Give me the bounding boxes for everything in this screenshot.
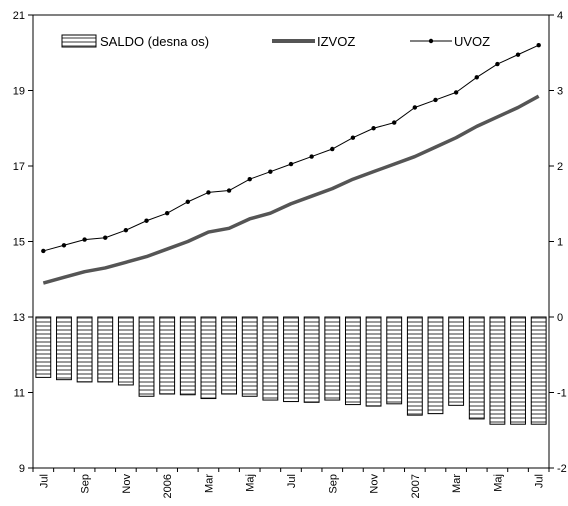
uvoz-marker	[288, 161, 294, 167]
saldo-bar	[468, 316, 485, 420]
legend-izvoz-label: IZVOZ	[317, 34, 355, 49]
x-axis: Jul Sep Nov 2006 Mar Maj Jul Sep Nov 2007 Mar Maj Ju…	[32, 468, 550, 498]
x-axis-tick-label: Jul	[534, 474, 546, 488]
saldo-bar	[221, 316, 238, 395]
uvoz-marker	[185, 199, 190, 205]
saldo-bar	[386, 316, 403, 405]
uvoz-marker	[164, 210, 170, 216]
saldo-bar	[303, 316, 320, 403]
legend: SALDO (desna os) IZVOZ UVOZ	[61, 34, 490, 49]
saldo-bar	[262, 316, 279, 401]
x-axis-tick-label: Mar	[203, 474, 215, 493]
uvoz-marker	[536, 43, 541, 48]
left-axis-tick-label: 19	[13, 86, 25, 98]
uvoz-marker	[144, 218, 149, 223]
x-axis-tick-label: 2007	[410, 474, 422, 498]
uvoz-marker	[495, 61, 500, 67]
x-axis-tick-label: Nov	[369, 474, 381, 494]
left-axis-tick-label: 15	[13, 237, 25, 249]
saldo-bar	[365, 316, 382, 407]
x-axis-tick-label: Maj	[245, 474, 257, 492]
saldo-bar	[117, 316, 134, 386]
saldo-bar	[159, 316, 176, 395]
line-series	[41, 43, 541, 285]
uvoz-marker	[371, 126, 376, 131]
left-axis-tick-label: 17	[13, 161, 25, 173]
uvoz-marker	[412, 105, 418, 110]
uvoz-marker	[206, 190, 211, 195]
left-axis-tick-label: 11	[14, 388, 25, 400]
uvoz-marker	[350, 135, 356, 140]
x-axis-tick-label: Mar	[451, 474, 463, 493]
right-axis-tick-label: 0	[557, 312, 563, 324]
uvoz-marker	[103, 235, 108, 240]
legend-saldo-swatch	[61, 34, 97, 48]
uvoz-marker	[330, 146, 335, 152]
right-axis: -2 -1 0 1 2 3 4	[549, 10, 567, 475]
x-axis-tick-label: Jul	[38, 474, 50, 488]
right-axis-tick-label: 1	[557, 237, 563, 249]
saldo-bar	[283, 316, 299, 403]
uvoz-marker	[123, 227, 129, 233]
uvoz-marker	[226, 188, 232, 193]
uvoz-marker	[474, 75, 479, 80]
saldo-bar	[179, 316, 196, 396]
uvoz-marker	[392, 120, 397, 125]
saldo-bar	[241, 316, 258, 397]
uvoz-marker	[82, 237, 87, 242]
right-axis-tick-label: -1	[557, 388, 567, 400]
x-axis-tick-label: Nov	[121, 474, 133, 494]
left-axis-tick-label: 21	[13, 10, 25, 22]
right-axis-tick-label: 4	[557, 10, 563, 22]
uvoz-marker	[41, 248, 46, 254]
saldo-bar	[324, 316, 341, 401]
right-axis-tick-label: 2	[557, 161, 563, 173]
saldo-bars	[35, 316, 547, 425]
saldo-bar	[530, 316, 547, 425]
uvoz-marker	[61, 243, 67, 248]
saldo-bar	[448, 316, 465, 406]
saldo-bar	[35, 316, 52, 378]
x-axis-tick-label: Jul	[286, 474, 298, 488]
saldo-bar	[200, 316, 217, 400]
legend-uvoz-marker	[428, 38, 434, 44]
saldo-bar	[406, 316, 423, 416]
x-axis-tick-label: Sep	[327, 474, 339, 494]
saldo-bar	[344, 316, 361, 406]
left-axis-tick-label: 9	[19, 463, 25, 475]
saldo-bar	[510, 316, 526, 425]
saldo-bar	[489, 316, 506, 425]
left-axis: 9 11 13 15 17 19 21	[13, 10, 33, 475]
uvoz-marker	[453, 90, 459, 95]
saldo-bar	[56, 316, 72, 381]
uvoz-marker	[433, 97, 438, 103]
uvoz-marker	[309, 154, 314, 159]
saldo-bar	[427, 316, 444, 415]
saldo-bar	[76, 316, 93, 383]
legend-saldo-label: SALDO (desna os)	[100, 34, 209, 49]
uvoz-marker	[268, 169, 273, 174]
right-axis-tick-label: -2	[557, 463, 567, 475]
uvoz-marker	[515, 52, 521, 57]
x-axis-tick-label: 2006	[162, 474, 174, 498]
legend-uvoz-label: UVOZ	[454, 34, 490, 49]
right-axis-tick-label: 3	[557, 86, 563, 98]
uvoz-marker	[247, 177, 252, 182]
x-axis-tick-label: Sep	[80, 474, 92, 494]
saldo-bar	[138, 316, 155, 397]
izvoz-line	[42, 94, 540, 285]
left-axis-tick-label: 13	[13, 312, 25, 324]
x-axis-tick-label: Maj	[492, 474, 504, 492]
saldo-bar	[97, 316, 114, 383]
